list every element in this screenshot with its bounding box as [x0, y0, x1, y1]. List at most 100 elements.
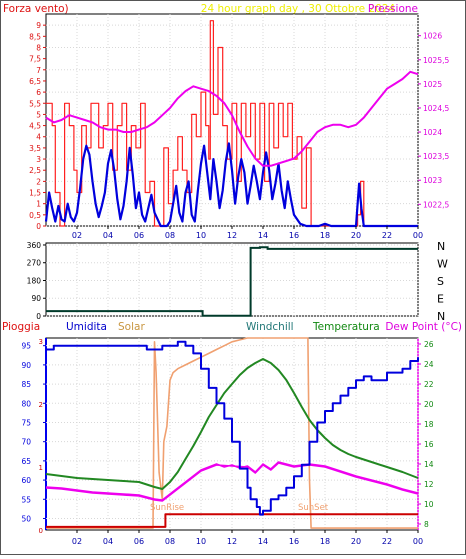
wind-axis-label: 9 [36, 21, 41, 30]
direction-axis-label: 270 [27, 259, 42, 268]
pressure-axis-label: 1024 [423, 128, 442, 137]
windchill-series [45, 461, 419, 501]
humidity-axis-label: 95 [21, 342, 31, 351]
humidity-axis-label: 75 [21, 418, 31, 427]
wind-axis-label: 4,5 [29, 122, 41, 131]
temperature-axis-label: 24 [424, 360, 434, 369]
hour-axis-label: 12 [227, 231, 237, 240]
humidity-axis-label: 55 [21, 495, 31, 504]
wind-axis-label: 0,5 [29, 211, 41, 220]
wind-axis-label: 0 [36, 222, 41, 231]
pressure-axis-label: 1025 [423, 80, 442, 89]
hour-axis-label: 04 [103, 231, 113, 240]
wind-axis-label: 2 [36, 177, 41, 186]
direction-axis-label: 90 [31, 294, 41, 303]
hour-axis-label: 22 [382, 537, 392, 546]
humidity-axis-label: 90 [21, 361, 31, 370]
hour-axis-label: 20 [351, 231, 361, 240]
pressure-axis-label: 1022,5 [423, 200, 449, 209]
hour-axis-label: 00 [413, 231, 423, 240]
compass-label: W [437, 258, 448, 271]
pressure-axis-label: 1024,5 [423, 104, 449, 113]
pressure-axis-label: 1023 [423, 176, 442, 185]
temperature-axis-label: 18 [424, 420, 434, 429]
wind-axis-label: 8,5 [29, 32, 41, 41]
rain-axis-label: 1 [39, 464, 43, 472]
direction-axis-label: 360 [27, 241, 42, 250]
compass-label: E [437, 293, 444, 306]
temperature-axis-label: 12 [424, 480, 434, 489]
wind-axis-label: 2,5 [29, 166, 41, 175]
dewpoint-title: Dew Point (°C) [385, 321, 462, 333]
humidity-axis-label: 70 [21, 438, 31, 447]
temperature-axis-label: 8 [424, 520, 429, 529]
hour-axis-label: 14 [258, 231, 268, 240]
hour-axis-label: 10 [196, 537, 206, 546]
rain-axis-label: 3 [39, 338, 43, 346]
compass-label: N [437, 310, 445, 323]
wind-axis-label: 7,5 [29, 55, 41, 64]
humidity-title: Umidita [66, 321, 107, 333]
hour-axis-label: 06 [134, 231, 144, 240]
wind-axis-label: 3 [36, 155, 41, 164]
pressure-title: Pressione [368, 3, 418, 15]
hour-axis-label: 18 [320, 537, 330, 546]
pressure-axis-label: 1023,5 [423, 152, 449, 161]
pressure-axis-label: 1025,5 [423, 56, 449, 65]
hour-axis-label: 22 [382, 231, 392, 240]
hour-axis-label: 06 [134, 537, 144, 546]
temperature-series [45, 358, 419, 490]
hour-axis-label: 08 [165, 537, 175, 546]
wind-axis-label: 5 [36, 110, 41, 119]
wind-axis-label: 4 [36, 133, 41, 142]
temperature-axis-label: 10 [424, 500, 434, 509]
windchill-title: Windchill [246, 321, 294, 333]
direction-axis-label: 0 [36, 312, 41, 321]
hour-axis-label: 12 [227, 537, 237, 546]
sunset-label: SunSet [298, 503, 329, 513]
date-title: 24 hour graph day , 30 Ottobre 2024 [201, 3, 396, 15]
hour-axis-label: 02 [72, 537, 82, 546]
humidity-axis-label: 50 [21, 514, 31, 523]
wind-direction-series [46, 246, 418, 317]
temperature-axis-label: 20 [424, 400, 434, 409]
rain-axis-label: 0 [39, 527, 43, 535]
wind-axis-label: 1 [36, 200, 41, 209]
compass-label: N [437, 240, 445, 253]
humidity-series [46, 340, 419, 516]
temperature-axis-label: 22 [424, 380, 434, 389]
wind-title: Forza vento) [3, 3, 69, 15]
wind-axis-label: 8 [36, 43, 41, 52]
humidity-axis-label: 80 [21, 399, 31, 408]
rain-title: Pioggia [2, 321, 40, 333]
hour-axis-label: 18 [320, 231, 330, 240]
direction-axis-label: 180 [27, 276, 42, 285]
temperature-axis-label: 16 [424, 440, 434, 449]
humidity-axis-label: 60 [21, 476, 31, 485]
rain-axis-label: 2 [39, 401, 43, 409]
wind-axis-label: 3,5 [29, 144, 41, 153]
rain-series [46, 513, 418, 528]
compass-label: S [437, 275, 444, 288]
hour-axis-label: 16 [289, 537, 299, 546]
hour-axis-label: 10 [196, 231, 206, 240]
sunrise-label: SunRise [150, 503, 184, 513]
wind-axis-label: 5,5 [29, 99, 41, 108]
pressure-series [45, 70, 419, 167]
wind-axis-label: 6 [36, 88, 41, 97]
hour-axis-label: 14 [258, 537, 268, 546]
wind-pressure-chart: Forza vento) 24 hour graph day , 30 Otto… [3, 3, 449, 240]
humidity-axis-label: 65 [21, 457, 31, 466]
temperature-humidity-chart: Pioggia Umidita Solar Windchill Temperat… [2, 321, 462, 546]
hour-axis-label: 00 [413, 537, 423, 546]
temperature-axis-label: 14 [424, 460, 434, 469]
pressure-axis-label: 1026 [423, 32, 442, 41]
solar-title: Solar [118, 321, 145, 333]
wind-axis-label: 6,5 [29, 77, 41, 86]
hour-axis-label: 20 [351, 537, 361, 546]
temperature-title: Temperatura [312, 321, 380, 333]
